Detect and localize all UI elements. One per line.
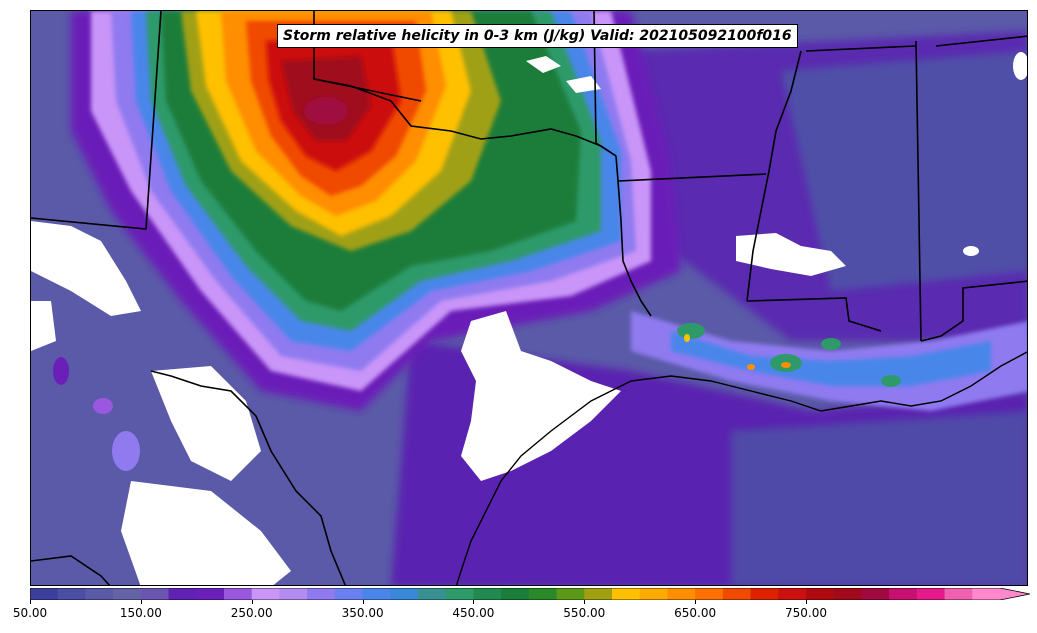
blank-e-1 bbox=[963, 246, 979, 256]
colorbar-tick-label: 150.00 bbox=[119, 606, 162, 620]
blank-southwest bbox=[121, 481, 291, 585]
border-nm-west bbox=[31, 11, 162, 230]
colorbar-segment bbox=[750, 588, 779, 600]
colorbar-segment bbox=[501, 588, 530, 600]
colorbar-segment bbox=[140, 588, 170, 600]
map-title: Storm relative helicity in 0-3 km (J/kg)… bbox=[277, 24, 798, 48]
colorbar-segment bbox=[334, 588, 364, 600]
state-borders bbox=[31, 11, 1027, 585]
map-panel: Storm relative helicity in 0-3 km (J/kg)… bbox=[30, 10, 1028, 586]
colorbar-segment bbox=[57, 588, 86, 600]
colorbar-outline bbox=[30, 588, 1030, 600]
colorbar-tick-mark bbox=[362, 600, 364, 604]
blank-west-1 bbox=[31, 221, 141, 316]
west-blob-2 bbox=[93, 398, 113, 414]
colorbar-tick-label: 250.00 bbox=[230, 606, 273, 620]
border-ms-river bbox=[746, 50, 802, 302]
colorbar-segment bbox=[556, 588, 585, 600]
colorbar-segment bbox=[418, 588, 447, 600]
coast-cell-1 bbox=[677, 323, 705, 339]
colorbar-segment bbox=[916, 588, 946, 600]
colorbar-segment bbox=[972, 588, 1001, 600]
coastline bbox=[455, 351, 1027, 585]
colorbar-segment bbox=[639, 588, 668, 600]
colorbar-segment bbox=[528, 588, 558, 600]
colorbar-segment bbox=[362, 588, 391, 600]
colorbar-tick-label: 350.00 bbox=[341, 606, 384, 620]
border-ms-al bbox=[915, 40, 922, 342]
colorbar-segment bbox=[196, 588, 225, 600]
coast-cell-6 bbox=[747, 364, 755, 370]
colorbar-segment bbox=[279, 588, 308, 600]
colorbar-tick-mark bbox=[140, 600, 142, 604]
colorbar-extend-arrow bbox=[1000, 588, 1030, 600]
colorbar-tick-mark bbox=[251, 600, 253, 604]
colorbar-segment bbox=[85, 588, 114, 600]
border-ar-la bbox=[617, 173, 767, 182]
colorbar-tick-label: 650.00 bbox=[674, 606, 717, 620]
border-tx-mx bbox=[31, 370, 347, 585]
gulf-field-east bbox=[731, 411, 1027, 585]
core-max bbox=[304, 97, 348, 125]
colorbar-segment bbox=[584, 588, 613, 600]
colorbar-segment bbox=[30, 588, 59, 600]
colorbar-tick-mark bbox=[695, 600, 697, 604]
border-la-ms bbox=[746, 297, 882, 332]
colorbar-tick-mark bbox=[473, 600, 475, 604]
west-blob-1 bbox=[112, 431, 140, 471]
coast-cell-3 bbox=[781, 362, 791, 368]
colorbar bbox=[30, 588, 1030, 600]
border-tn bbox=[805, 45, 917, 52]
coast-band-blue bbox=[671, 331, 991, 386]
colorbar-tick-label: 50.00 bbox=[12, 606, 48, 620]
border-al-ga bbox=[935, 35, 1027, 47]
colorbar-segment bbox=[889, 588, 918, 600]
colorbar-segment bbox=[944, 588, 973, 600]
colorbar-tick-mark bbox=[806, 600, 807, 604]
colorbar-segment bbox=[390, 588, 419, 600]
colorbar-segment bbox=[778, 588, 807, 600]
colorbar-segment bbox=[612, 588, 641, 600]
blank-ne-3 bbox=[1013, 52, 1027, 80]
border-red-river bbox=[313, 78, 617, 157]
coast-cell-5 bbox=[881, 375, 901, 387]
border-ok-ar bbox=[593, 11, 617, 157]
blank-ne-1 bbox=[526, 56, 561, 73]
colorbar-segment bbox=[445, 588, 474, 600]
colorbar-segment bbox=[224, 588, 253, 600]
colorbar-segment bbox=[695, 588, 724, 600]
colorbar-tick-label: 750.00 bbox=[785, 606, 827, 620]
helicity-map bbox=[31, 11, 1027, 585]
colorbar-segment bbox=[722, 588, 752, 600]
border-al-fl bbox=[920, 280, 1027, 342]
colorbar-tick-label: 550.00 bbox=[563, 606, 606, 620]
blank-houston bbox=[461, 311, 621, 481]
blank-mississippi bbox=[736, 233, 846, 276]
colorbar-tick-mark bbox=[584, 600, 586, 604]
blank-far-west bbox=[31, 301, 56, 351]
colorbar-tick-label: 450.00 bbox=[452, 606, 495, 620]
colorbar-segment bbox=[251, 588, 280, 600]
west-blob-3 bbox=[53, 357, 69, 385]
colorbar-segment bbox=[806, 588, 835, 600]
coast-cell-7 bbox=[684, 334, 690, 342]
east-field-2 bbox=[781, 51, 1027, 291]
colorbar-segment bbox=[168, 588, 197, 600]
colorbar-tick-mark bbox=[30, 600, 31, 604]
colorbar-segment bbox=[667, 588, 696, 600]
blank-ne-2 bbox=[566, 76, 601, 93]
colorbar-segment bbox=[473, 588, 502, 600]
colorbar-segment bbox=[833, 588, 862, 600]
colorbar-segment bbox=[113, 588, 142, 600]
colorbar-segment bbox=[307, 588, 336, 600]
blank-west-2 bbox=[151, 366, 261, 481]
colorbar-segment bbox=[861, 588, 890, 600]
coast-cell-4 bbox=[821, 338, 841, 350]
